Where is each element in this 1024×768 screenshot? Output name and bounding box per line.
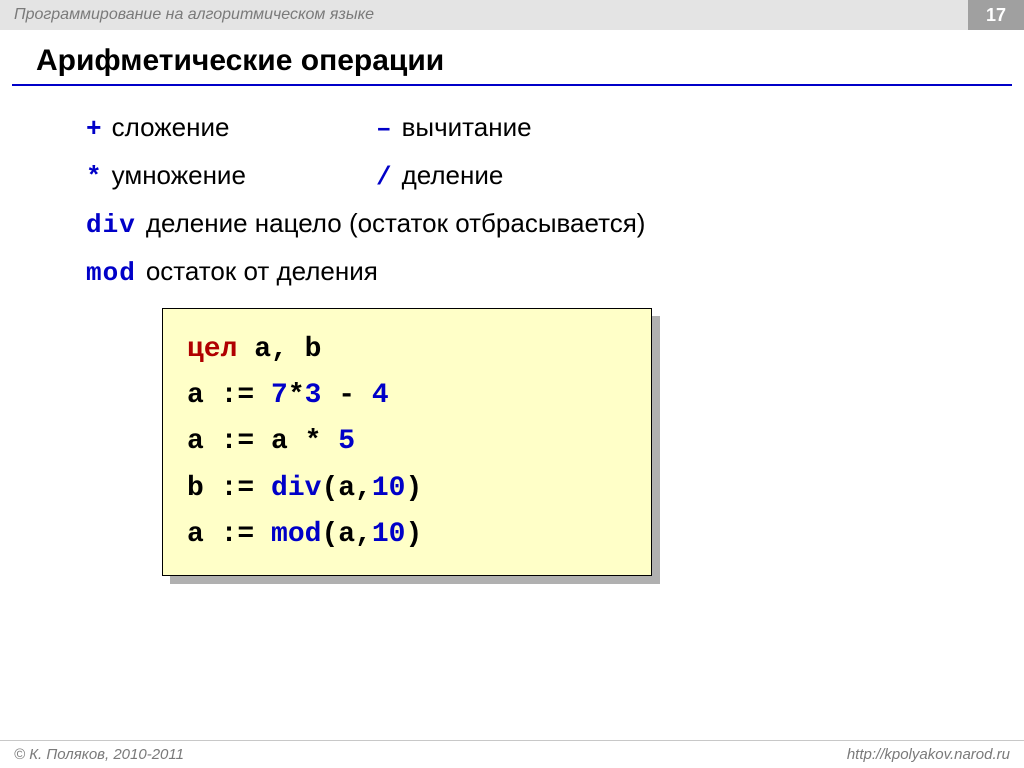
- op-mul-symbol: *: [86, 162, 102, 192]
- op-sub-desc: вычитание: [402, 112, 532, 143]
- slide: Программирование на алгоритмическом язык…: [0, 0, 1024, 768]
- op-sub-symbol: –: [376, 114, 392, 144]
- code-token: a :=: [187, 519, 271, 550]
- op-div: / деление: [376, 160, 503, 192]
- code-token: ): [405, 519, 422, 550]
- op-intdiv-symbol: div: [86, 210, 136, 240]
- page-number: 17: [968, 0, 1024, 30]
- op-mul: * умножение: [86, 160, 376, 192]
- op-sub: – вычитание: [376, 112, 532, 144]
- op-add: + сложение: [86, 112, 376, 144]
- op-add-symbol: +: [86, 114, 102, 144]
- op-intdiv: div деление нацело (остаток отбрасываетс…: [86, 208, 1024, 240]
- code-token: 7: [271, 380, 288, 411]
- code-token: (a,: [321, 519, 371, 550]
- code-line: a := mod(a,10): [187, 512, 627, 558]
- footer: © К. Поляков, 2010-2011 http://kpolyakov…: [0, 740, 1024, 768]
- heading-underline: [12, 84, 1012, 86]
- code-example: цел a, ba := 7*3 - 4a := a * 5b := div(a…: [86, 308, 1024, 576]
- code-line: цел a, b: [187, 327, 627, 373]
- content: + сложение – вычитание * умножение / дел…: [86, 112, 1024, 576]
- code-token: 3: [305, 380, 322, 411]
- op-mod-desc: остаток от деления: [146, 256, 378, 287]
- code-token: mod: [271, 519, 321, 550]
- op-mul-desc: умножение: [112, 160, 246, 191]
- code-line: a := a * 5: [187, 419, 627, 465]
- code-token: a :=: [187, 380, 271, 411]
- op-mod-symbol: mod: [86, 258, 136, 288]
- op-add-desc: сложение: [112, 112, 230, 143]
- footer-url: http://kpolyakov.narod.ru: [847, 746, 1010, 763]
- code-token: *: [288, 380, 305, 411]
- codebox-container: цел a, ba := 7*3 - 4a := a * 5b := div(a…: [162, 308, 1024, 576]
- code-token: -: [321, 380, 371, 411]
- code-line: b := div(a,10): [187, 466, 627, 512]
- code-line: a := 7*3 - 4: [187, 373, 627, 419]
- code-token: 10: [372, 519, 406, 550]
- code-token: (a,: [321, 473, 371, 504]
- op-div-symbol: /: [376, 162, 392, 192]
- topbar-title: Программирование на алгоритмическом язык…: [14, 6, 374, 24]
- op-div-desc: деление: [402, 160, 504, 191]
- code-token: 5: [338, 426, 355, 457]
- code-token: 10: [372, 473, 406, 504]
- op-intdiv-desc: деление нацело (остаток отбрасывается): [146, 208, 646, 239]
- code-token: ): [405, 473, 422, 504]
- code-token: b :=: [187, 473, 271, 504]
- codebox: цел a, ba := 7*3 - 4a := a * 5b := div(a…: [162, 308, 652, 576]
- topbar: Программирование на алгоритмическом язык…: [0, 0, 1024, 30]
- ops-row-2: * умножение / деление: [86, 160, 1024, 192]
- code-token: 4: [372, 380, 389, 411]
- footer-copyright: © К. Поляков, 2010-2011: [14, 746, 184, 763]
- code-token: a := a *: [187, 426, 338, 457]
- code-token: a, b: [237, 334, 321, 365]
- page-heading: Арифметические операции: [36, 44, 1024, 78]
- op-mod: mod остаток от деления: [86, 256, 1024, 288]
- ops-row-1: + сложение – вычитание: [86, 112, 1024, 144]
- code-token: div: [271, 473, 321, 504]
- code-token: цел: [187, 334, 237, 365]
